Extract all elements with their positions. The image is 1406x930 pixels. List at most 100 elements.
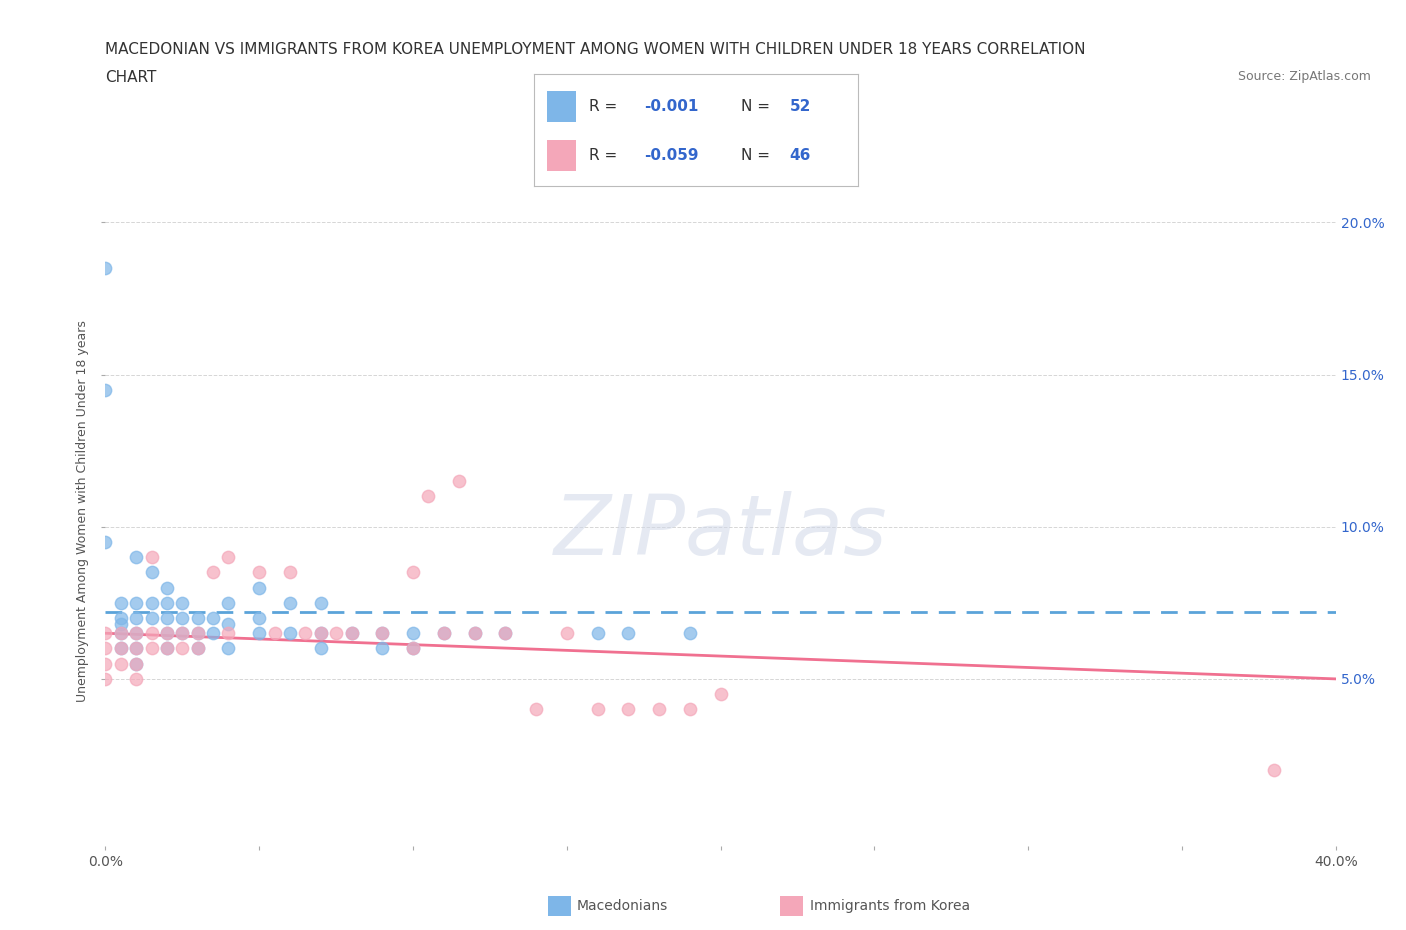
Point (1263, 763, 1285, 777)
Point (402, 626, 425, 641)
Text: Macedonians: Macedonians (576, 898, 668, 913)
Point (156, 641, 179, 656)
Point (679, 702, 702, 717)
Point (110, 641, 132, 656)
Bar (547, 140, 576, 171)
Point (125, 626, 148, 641)
Point (94, 382, 117, 397)
Point (125, 657, 148, 671)
Point (278, 626, 301, 641)
Point (449, 473, 471, 488)
Text: N =: N = (741, 99, 775, 113)
Point (218, 626, 240, 641)
Text: Source: ZipAtlas.com: Source: ZipAtlas.com (1237, 70, 1371, 83)
Text: Immigrants from Korea: Immigrants from Korea (810, 898, 970, 913)
Point (94, 260, 117, 275)
Y-axis label: Unemployment Among Women with Children Under 18 years: Unemployment Among Women with Children U… (76, 321, 90, 702)
Point (187, 641, 209, 656)
Point (156, 641, 179, 656)
Point (156, 611, 179, 626)
Point (247, 565, 270, 579)
Point (125, 595, 148, 610)
Text: CHART: CHART (105, 70, 157, 85)
Point (110, 641, 132, 656)
Point (202, 565, 225, 579)
Point (110, 626, 132, 641)
Point (187, 626, 209, 641)
Point (125, 641, 148, 656)
Point (679, 626, 702, 641)
Point (202, 626, 225, 641)
Text: 52: 52 (790, 99, 811, 113)
Point (94, 657, 117, 671)
Point (309, 641, 332, 656)
Point (433, 626, 456, 641)
Point (94, 641, 117, 656)
Point (110, 617, 132, 631)
Point (710, 686, 733, 701)
Point (202, 611, 225, 626)
Point (418, 489, 440, 504)
Point (125, 671, 148, 686)
Point (218, 617, 240, 631)
Point (94, 671, 117, 686)
Text: -0.001: -0.001 (644, 99, 699, 113)
Point (371, 641, 394, 656)
Point (325, 626, 347, 641)
Point (172, 611, 194, 626)
Point (110, 595, 132, 610)
Point (172, 595, 194, 610)
Point (218, 595, 240, 610)
Point (110, 657, 132, 671)
Point (494, 626, 516, 641)
Point (125, 626, 148, 641)
Point (110, 611, 132, 626)
Text: MACEDONIAN VS IMMIGRANTS FROM KOREA UNEMPLOYMENT AMONG WOMEN WITH CHILDREN UNDER: MACEDONIAN VS IMMIGRANTS FROM KOREA UNEM… (105, 42, 1085, 57)
Point (340, 626, 363, 641)
Point (156, 580, 179, 595)
Point (218, 550, 240, 565)
Point (340, 626, 363, 641)
Text: 46: 46 (790, 149, 811, 164)
Point (555, 626, 578, 641)
Text: R =: R = (589, 149, 623, 164)
Point (247, 626, 270, 641)
Point (371, 626, 394, 641)
Text: -0.059: -0.059 (644, 149, 699, 164)
Point (125, 611, 148, 626)
Point (141, 550, 163, 565)
Point (125, 641, 148, 656)
Text: ZIPatlas: ZIPatlas (554, 491, 887, 572)
Point (494, 626, 516, 641)
Bar (547, 91, 576, 123)
Point (278, 595, 301, 610)
Point (247, 611, 270, 626)
Point (586, 702, 609, 717)
Point (309, 626, 332, 641)
Point (586, 626, 609, 641)
Point (125, 657, 148, 671)
Point (141, 565, 163, 579)
Point (247, 580, 270, 595)
Point (218, 641, 240, 656)
Text: N =: N = (741, 149, 775, 164)
Point (402, 641, 425, 656)
Point (402, 641, 425, 656)
Point (309, 595, 332, 610)
Point (156, 626, 179, 641)
Point (464, 626, 486, 641)
Point (263, 626, 285, 641)
Point (309, 626, 332, 641)
Point (464, 626, 486, 641)
Point (172, 641, 194, 656)
Point (278, 565, 301, 579)
Point (172, 626, 194, 641)
Point (141, 626, 163, 641)
Point (433, 626, 456, 641)
Point (172, 626, 194, 641)
Point (524, 702, 547, 717)
Point (156, 595, 179, 610)
Point (371, 626, 394, 641)
Point (94, 535, 117, 550)
Point (617, 626, 640, 641)
